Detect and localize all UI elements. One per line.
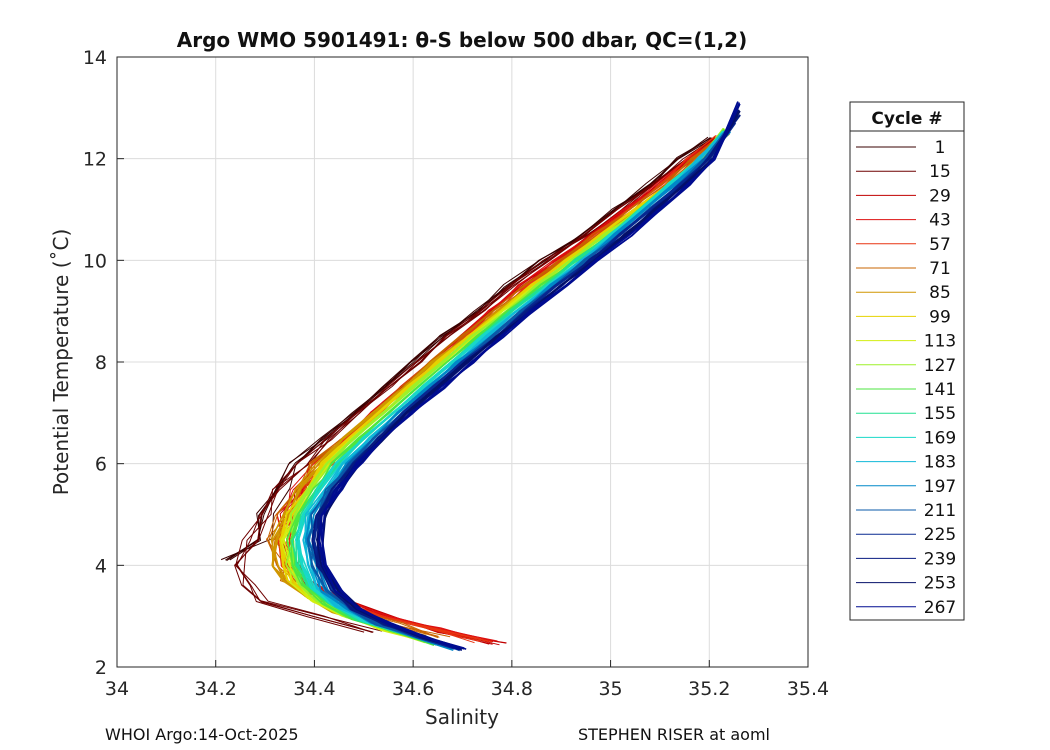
profile-line-cycle-267	[321, 101, 739, 650]
legend-entry-label: 141	[924, 380, 956, 400]
y-tick-label: 4	[95, 555, 107, 577]
footer-credit: WHOI Argo:14-Oct-2025	[105, 725, 299, 744]
profile-line-cycle-1	[220, 137, 712, 561]
legend-entry-label: 239	[924, 549, 956, 569]
x-tick-label: 35	[598, 678, 622, 700]
profile-line-cycle-253	[316, 109, 739, 649]
profile-line-cycle-99	[281, 129, 730, 640]
plot-area: 34 34.2 34.4 34.6 34.8 35 35.2 35.4 2 4 6 8 10 12 14	[83, 47, 829, 700]
legend-entry-label: 127	[924, 356, 956, 376]
y-tick-label: 2	[95, 657, 107, 679]
y-tick-label: 8	[95, 352, 107, 374]
profile-line-cycle-197	[305, 130, 731, 652]
legend-entry-label: 267	[924, 598, 956, 618]
plot-frame	[116, 56, 809, 668]
y-tick-label: 12	[83, 149, 107, 171]
y-tick-label: 14	[83, 47, 107, 69]
legend-entry-label: 57	[929, 235, 951, 255]
legend-entry-label: 99	[929, 307, 951, 327]
legend-entry-label: 169	[924, 428, 956, 448]
legend-entry-label: 183	[924, 453, 956, 473]
profile-line-cycle-267	[318, 102, 739, 649]
legend-entry-label: 113	[924, 332, 956, 352]
x-tick-label: 35.4	[787, 678, 829, 700]
x-axis-label: Salinity	[425, 705, 499, 729]
profile-line-cycle-169	[298, 130, 724, 647]
legend-entry-label: 211	[924, 501, 956, 521]
x-tick-label: 34.2	[195, 678, 237, 700]
legend-entry-label: 155	[924, 404, 956, 424]
legend-entry-label: 85	[929, 283, 951, 303]
x-tick-label: 34.6	[392, 678, 434, 700]
profile-line-cycle-1	[229, 137, 711, 561]
legend: Cycle # 1 15 29 43 57 71 85 99 113 127 141 155 169 18…	[849, 101, 965, 621]
legend-entry-label: 71	[929, 259, 951, 279]
legend-entry-label: 253	[924, 574, 956, 594]
y-axis-label: Potential Temperature (˚C)	[49, 229, 73, 496]
legend-entry-label: 29	[929, 186, 951, 206]
x-tick-label: 34	[105, 678, 129, 700]
legend-entry-label: 15	[929, 162, 951, 182]
legend-entry-label: 197	[924, 477, 956, 497]
y-tick-label: 6	[95, 454, 107, 476]
profile-line-cycle-15	[235, 137, 713, 633]
legend-entry-label: 225	[924, 525, 956, 545]
legend-entry-label: 1	[935, 138, 946, 158]
y-tick-label: 10	[83, 250, 107, 272]
legend-title: Cycle #	[871, 109, 942, 129]
x-tick-label: 35.2	[688, 678, 730, 700]
x-tick-label: 34.4	[293, 678, 335, 700]
footer-operator: STEPHEN RISER at aoml	[578, 725, 770, 744]
legend-entry-label: 43	[929, 211, 951, 231]
x-tick-label: 34.8	[491, 678, 533, 700]
chart-title: Argo WMO 5901491: θ-S below 500 dbar, QC…	[177, 28, 747, 52]
